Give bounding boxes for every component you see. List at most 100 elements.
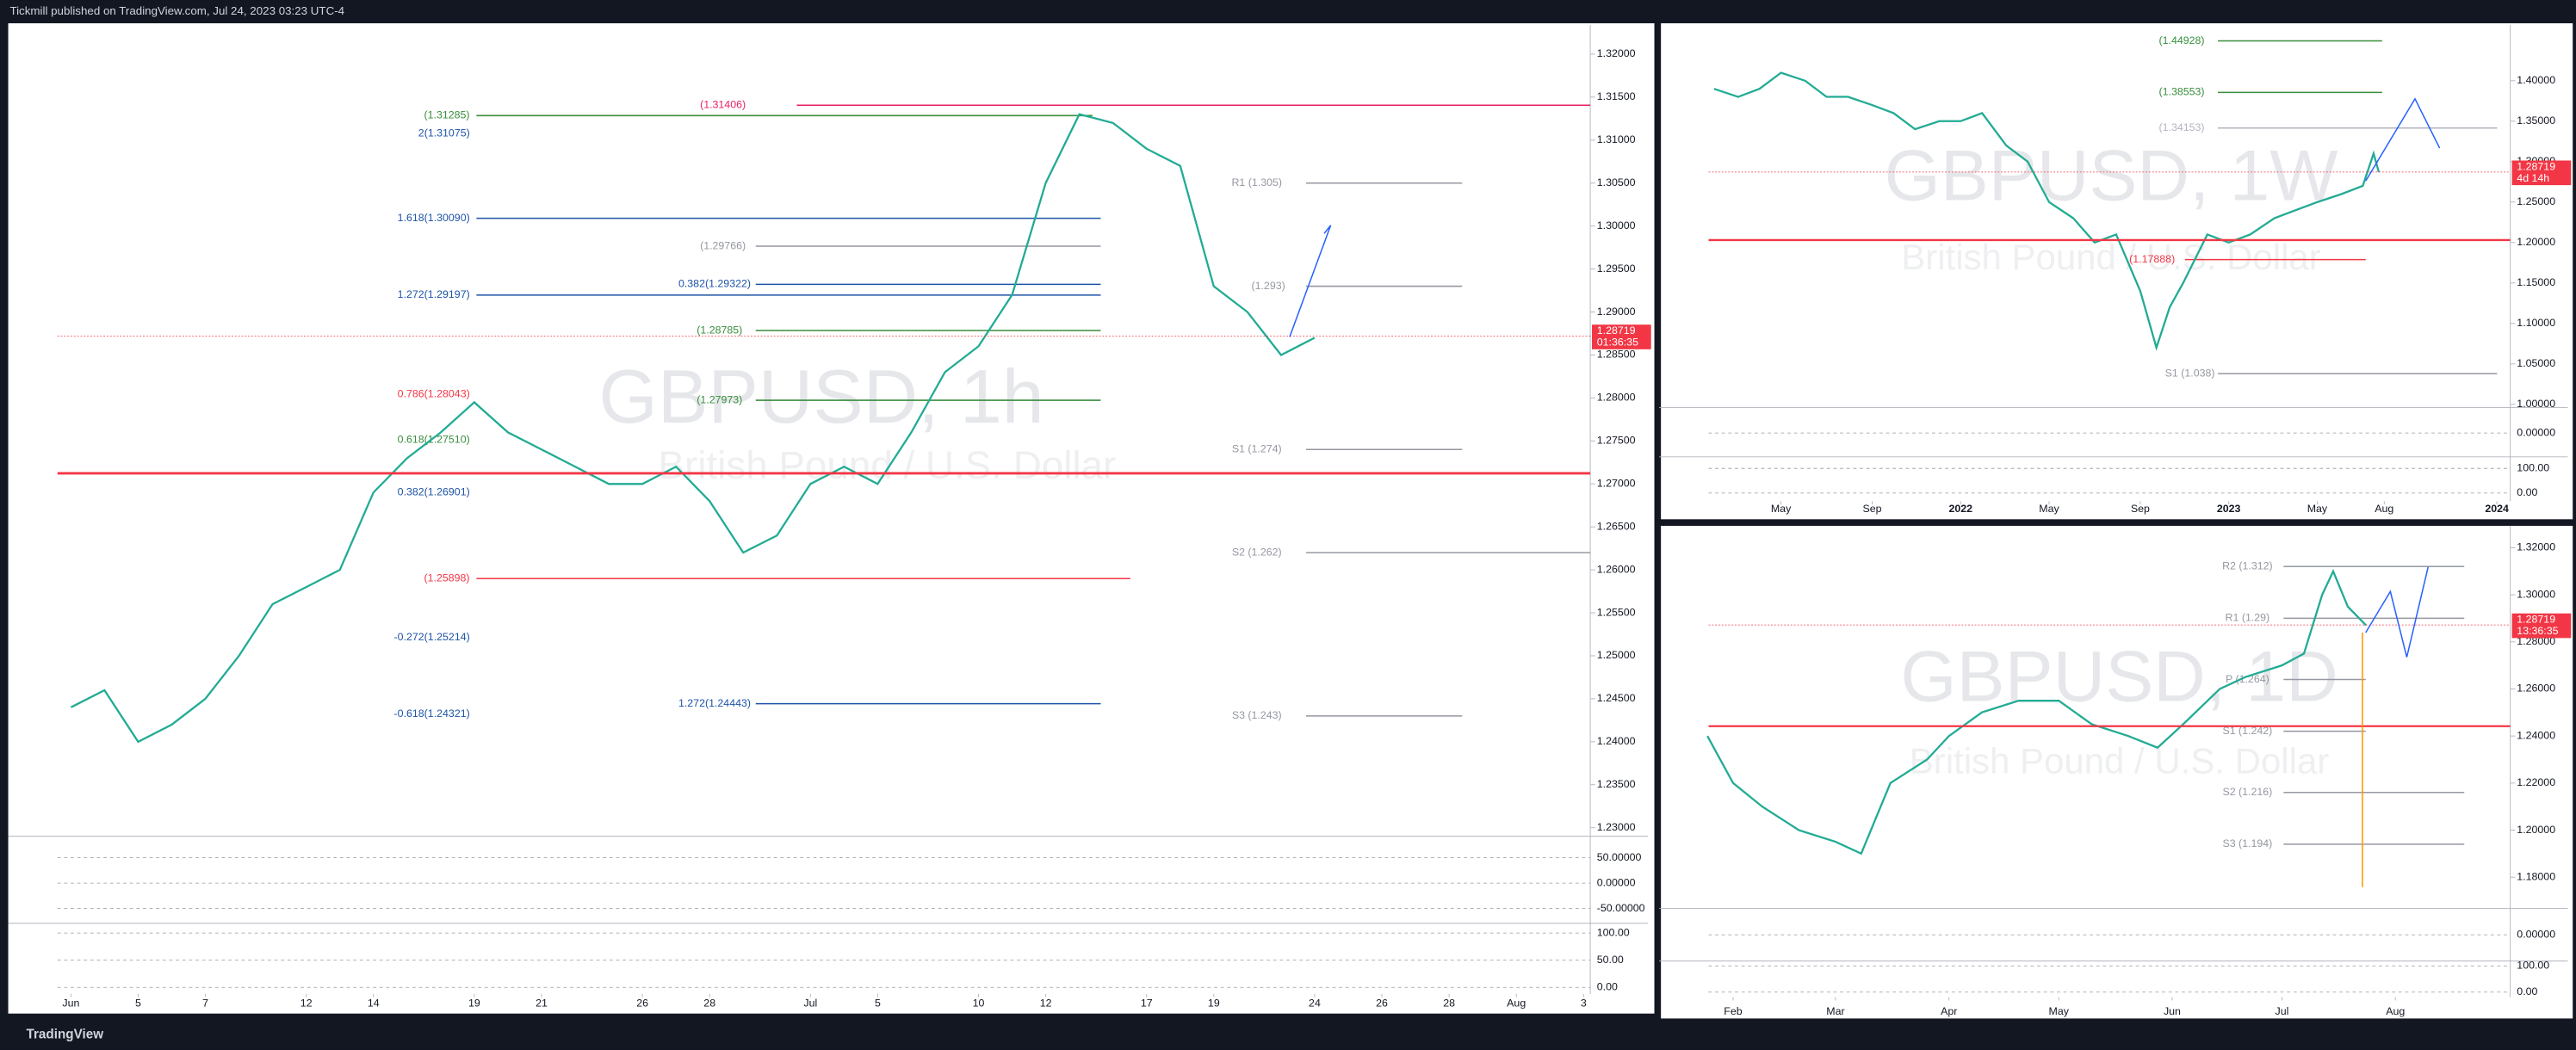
level-label: 0.382(1.26901)	[398, 485, 470, 497]
x-tick-label: 19	[1208, 998, 1220, 1010]
y-tick-label: 1.20000	[2517, 824, 2555, 836]
level-label: 0.786(1.28043)	[398, 387, 470, 399]
y-tick-label: 1.40000	[2517, 74, 2555, 86]
watermark-title: GBPUSD, 1W	[1884, 134, 2338, 215]
level-label: (1.31285)	[424, 109, 469, 121]
y-tick-label: 1.23500	[1597, 778, 1636, 790]
watermark-title: GBPUSD, 1h	[599, 355, 1044, 439]
footer-brand: TradingView	[27, 1028, 104, 1042]
level-label: (1.38553)	[2159, 86, 2205, 98]
y-tick-label: 1.31500	[1597, 90, 1636, 102]
x-tick-label: Feb	[1724, 1005, 1742, 1017]
x-tick-label: Sep	[1862, 503, 1881, 515]
level-label: R2 (1.312)	[2222, 560, 2273, 572]
price-tag-countdown: 01:36:35	[1597, 336, 1638, 348]
x-tick-label: May	[2307, 503, 2328, 515]
y-tick-label: 1.00000	[2517, 398, 2555, 410]
price-tag-countdown: 13:36:35	[2517, 625, 2558, 637]
y-tick-label: 1.25000	[1597, 649, 1636, 661]
level-label: 2(1.31075)	[418, 127, 470, 139]
level-label: R1 (1.305)	[1231, 176, 1282, 188]
indicator-tick-label: 100.00	[2517, 959, 2549, 971]
y-tick-label: 1.24000	[2517, 729, 2555, 741]
indicator-tick-label: 0.00000	[2517, 928, 2555, 940]
x-tick-label: 21	[536, 998, 548, 1010]
x-tick-label: 28	[1443, 998, 1455, 1010]
watermark-subtitle: British Pound / U.S. Dollar	[1901, 237, 2321, 277]
panel-main	[8, 23, 1655, 1014]
y-tick-label: 1.32000	[2517, 541, 2555, 553]
x-tick-label: Aug	[2386, 1005, 2405, 1017]
x-tick-label: 26	[1376, 998, 1388, 1010]
indicator-tick-label: 0.00	[2517, 486, 2537, 498]
x-tick-label: 12	[1040, 998, 1052, 1010]
level-label: 0.618(1.27510)	[398, 434, 470, 446]
x-tick-label: Mar	[1826, 1005, 1844, 1017]
level-label: -0.618(1.24321)	[394, 707, 470, 720]
level-label: (1.28785)	[697, 324, 742, 336]
x-tick-label: 26	[636, 998, 648, 1010]
y-tick-label: 1.25000	[2517, 195, 2555, 207]
level-label: S1 (1.274)	[1232, 443, 1282, 455]
y-tick-label: 1.35000	[2517, 114, 2555, 127]
level-label: S2 (1.216)	[2222, 786, 2272, 798]
x-tick-label: May	[1771, 503, 1792, 515]
y-tick-label: 1.29500	[1597, 262, 1636, 275]
y-tick-label: 1.24000	[1597, 735, 1636, 747]
watermark-subtitle: British Pound / U.S. Dollar	[659, 443, 1117, 487]
y-tick-label: 1.30500	[1597, 176, 1636, 188]
level-label: (1.44928)	[2159, 34, 2205, 46]
level-label: -0.272(1.25214)	[394, 631, 470, 643]
x-tick-label: Aug	[1507, 998, 1526, 1010]
level-label: S1 (1.242)	[2222, 725, 2272, 737]
indicator-tick-label: 50.00000	[1597, 851, 1642, 863]
x-tick-label: 2022	[1948, 503, 1972, 515]
indicator-tick-label: -50.00000	[1597, 902, 1645, 914]
y-tick-label: 1.26500	[1597, 520, 1636, 532]
level-label: S3 (1.243)	[1232, 709, 1282, 721]
x-tick-label: Aug	[2375, 503, 2393, 515]
y-tick-label: 1.22000	[2517, 776, 2555, 788]
level-label: (1.25898)	[424, 572, 469, 584]
y-tick-label: 1.28500	[1597, 349, 1636, 361]
level-label: 0.382(1.29322)	[678, 278, 751, 290]
watermark-subtitle: British Pound / U.S. Dollar	[1910, 741, 2330, 781]
x-tick-label: 24	[1309, 998, 1321, 1010]
level-label: (1.29766)	[700, 239, 746, 251]
x-tick-label: 2024	[2485, 503, 2509, 515]
level-label: (1.31406)	[700, 99, 746, 111]
y-tick-label: 1.20000	[2517, 236, 2555, 248]
y-tick-label: 1.26000	[2517, 682, 2555, 695]
price-tag	[1592, 324, 1651, 349]
x-tick-label: Jul	[2276, 1005, 2289, 1017]
y-tick-label: 1.31000	[1597, 133, 1636, 145]
y-tick-label: 1.23000	[1597, 821, 1636, 833]
y-tick-label: 1.15000	[2517, 276, 2555, 288]
watermark-title: GBPUSD, 1D	[1900, 635, 2338, 716]
y-tick-label: 1.27000	[1597, 478, 1636, 490]
y-tick-label: 1.29000	[1597, 306, 1636, 318]
x-tick-label: 14	[368, 998, 380, 1010]
x-tick-label: 3	[1581, 998, 1587, 1010]
level-label: S2 (1.262)	[1232, 546, 1282, 558]
x-tick-label: Jun	[62, 998, 79, 1010]
y-tick-label: 1.25500	[1597, 606, 1636, 618]
x-tick-label: May	[2049, 1005, 2070, 1017]
indicator-tick-label: 100.00	[1597, 926, 1630, 938]
x-tick-label: 7	[202, 998, 208, 1010]
x-tick-label: Sep	[2131, 503, 2150, 515]
panel-weekly	[1661, 23, 2573, 520]
y-tick-label: 1.10000	[2517, 317, 2555, 329]
x-tick-label: 2023	[2217, 503, 2241, 515]
projection-arrow	[1289, 225, 1332, 337]
level-label: S1 (1.038)	[2165, 367, 2215, 379]
level-label: (1.27973)	[697, 393, 742, 405]
price-line	[1713, 71, 2381, 351]
header-title: Tickmill published on TradingView.com, J…	[9, 4, 344, 17]
projection-arrow	[2365, 97, 2441, 182]
price-tag	[2511, 613, 2572, 639]
price-tag-value: 1.28719	[1597, 324, 1636, 337]
indicator-tick-label: 100.00	[2517, 461, 2549, 473]
price-tag-countdown: 4d 14h	[2517, 172, 2549, 184]
